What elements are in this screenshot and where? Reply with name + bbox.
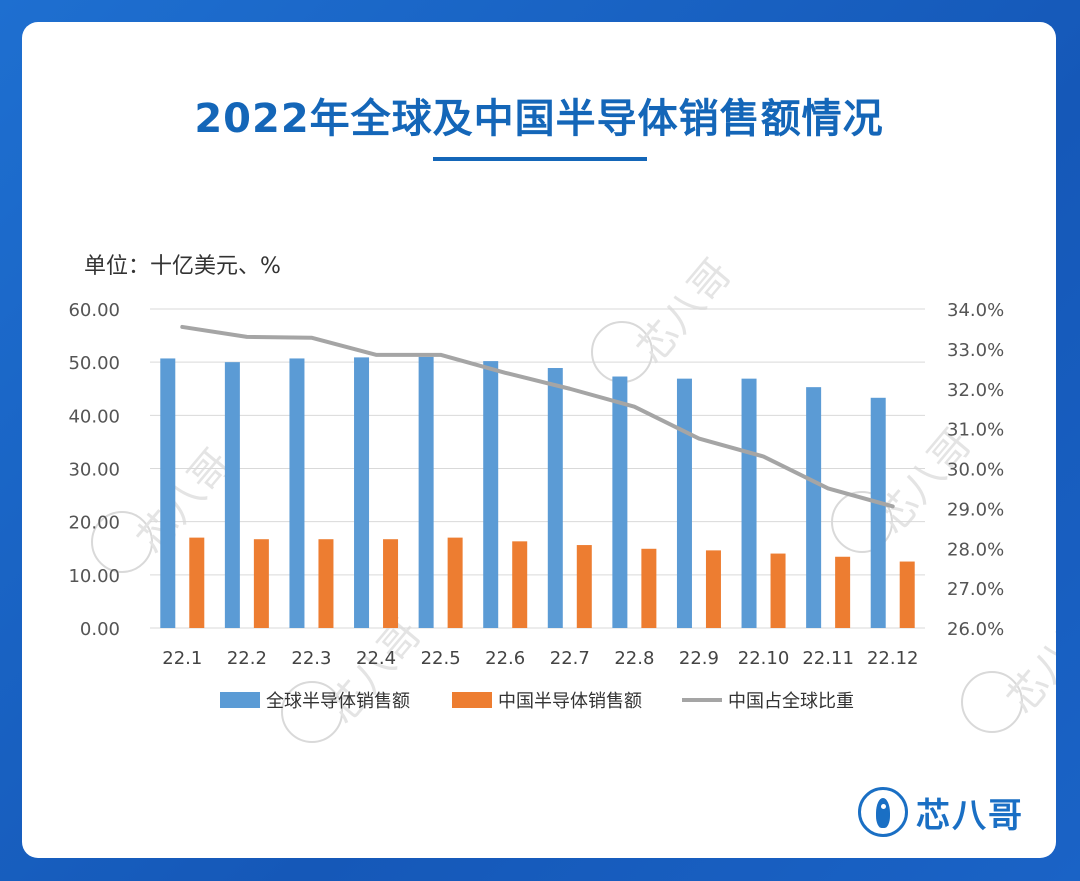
bar-china: [770, 553, 786, 628]
legend-label: 全球半导体销售额: [266, 691, 410, 712]
legend-label: 中国占全球比重: [728, 691, 854, 712]
x-tick-label: 22.3: [291, 648, 331, 669]
bar-china: [899, 561, 915, 628]
legend-swatch-global: [220, 692, 260, 708]
y-right-tick-label: 28.0%: [947, 539, 1004, 560]
bar-global: [676, 378, 692, 628]
page-title: 2022年全球及中国半导体销售额情况: [194, 96, 884, 142]
watermark-icon: [281, 681, 343, 743]
y-right-tick-label: 26.0%: [947, 619, 1004, 640]
bar-china: [835, 556, 851, 628]
bar-global: [612, 376, 628, 628]
bar-china: [641, 548, 657, 628]
watermark-text: 芯八哥: [318, 611, 430, 732]
y-right-tick-label: 32.0%: [947, 380, 1004, 401]
brand-logo: 芯八哥: [858, 784, 1024, 840]
bar-global: [806, 387, 822, 628]
bar-global: [741, 378, 757, 628]
bar-global: [354, 357, 370, 628]
y-left-tick-label: 0.00: [80, 619, 120, 640]
y-left-tick-label: 30.00: [68, 460, 120, 481]
bar-global: [289, 358, 305, 628]
y-right-tick-label: 30.0%: [947, 460, 1004, 481]
y-right-tick-label: 27.0%: [947, 579, 1004, 600]
bar-global: [870, 397, 886, 628]
x-tick-label: 22.5: [421, 648, 461, 669]
bar-china: [512, 541, 528, 628]
x-tick-label: 22.1: [162, 648, 202, 669]
x-tick-label: 22.8: [614, 648, 654, 669]
y-left-tick-label: 20.00: [68, 513, 120, 534]
brand-name: 芯八哥: [916, 795, 1024, 836]
bird-logo-icon: [858, 787, 908, 837]
legend-swatch-china: [452, 692, 492, 708]
bar-china: [447, 537, 463, 628]
legend-label: 中国半导体销售额: [498, 691, 642, 712]
y-right-tick-label: 34.0%: [947, 300, 1004, 321]
bar-global: [418, 356, 434, 628]
x-tick-label: 22.12: [867, 648, 919, 669]
unit-label: 单位：十亿美元、%: [84, 254, 281, 279]
x-tick-label: 22.6: [485, 648, 525, 669]
y-left-tick-label: 60.00: [68, 300, 120, 321]
y-left-tick-label: 10.00: [68, 566, 120, 587]
y-right-tick-label: 31.0%: [947, 420, 1004, 441]
x-tick-label: 22.11: [802, 648, 854, 669]
bar-global: [547, 368, 563, 628]
watermark-icon: [961, 671, 1023, 733]
y-left-tick-label: 40.00: [68, 406, 120, 427]
bar-global: [160, 358, 176, 628]
watermark-text: 芯八哥: [628, 251, 740, 372]
series-line-china-share: [180, 324, 895, 509]
bar-china: [189, 537, 205, 628]
y-right-tick-label: 33.0%: [947, 340, 1004, 361]
bar-china: [383, 539, 399, 628]
title-underline: [433, 157, 647, 161]
bar-china: [318, 539, 334, 628]
bar-china: [253, 539, 269, 628]
bar-china: [576, 545, 592, 628]
x-tick-label: 22.10: [738, 648, 790, 669]
y-left-tick-label: 50.00: [68, 353, 120, 374]
watermark-icon: [91, 511, 153, 573]
x-tick-label: 22.9: [679, 648, 719, 669]
y-right-tick-label: 29.0%: [947, 499, 1004, 520]
x-tick-label: 22.4: [356, 648, 396, 669]
card: 2022年全球及中国半导体销售额情况 单位：十亿美元、% 芯八哥 芯八哥 芯八哥 芯八…: [22, 22, 1056, 858]
bar-china: [705, 550, 721, 628]
watermark-text: 芯八哥: [128, 441, 240, 562]
x-tick-label: 22.7: [550, 648, 590, 669]
bar-global: [483, 361, 499, 628]
x-tick-label: 22.2: [227, 648, 267, 669]
watermark-text: 芯八哥: [998, 601, 1056, 722]
bar-global: [224, 362, 240, 628]
